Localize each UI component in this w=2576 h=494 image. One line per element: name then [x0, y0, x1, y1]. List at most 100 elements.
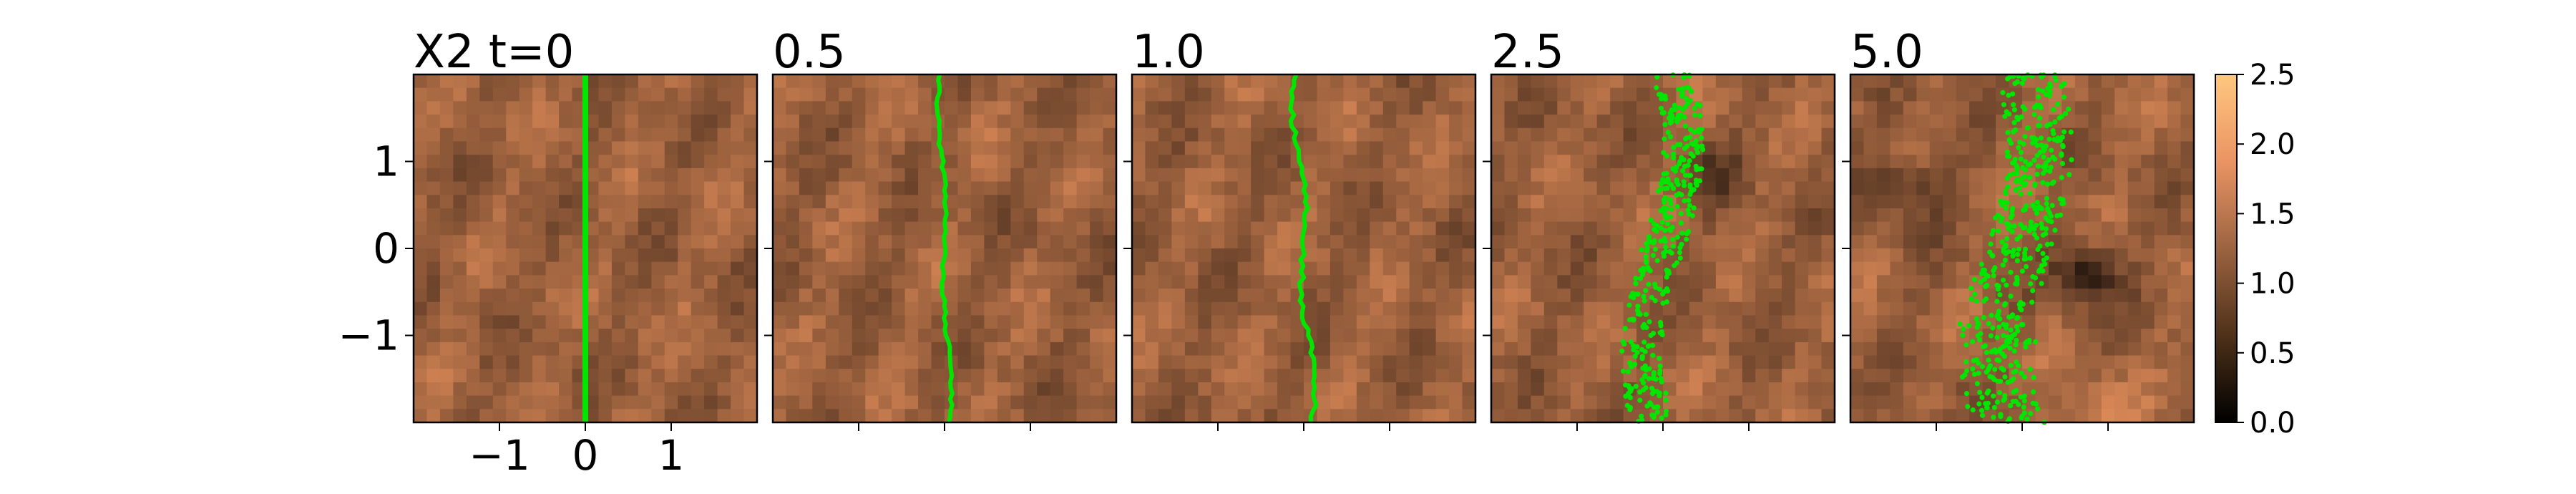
tracer-point	[2062, 111, 2069, 117]
tracer-point	[1998, 379, 2004, 384]
heatmap-cell	[466, 289, 480, 303]
heatmap-cell	[545, 208, 560, 223]
heatmap-cell	[611, 127, 625, 142]
heatmap-cell	[1729, 168, 1743, 183]
heatmap-cell	[492, 289, 507, 303]
heatmap-cell	[1171, 195, 1186, 209]
heatmap-cell	[1715, 409, 1729, 423]
heatmap-cell	[1795, 275, 1809, 289]
heatmap-cell	[1171, 221, 1186, 236]
tracer-point	[2001, 321, 2006, 327]
heatmap-cell	[731, 115, 745, 129]
heatmap-cell	[1037, 355, 1051, 369]
heatmap-cell	[1623, 248, 1637, 263]
tracer-point	[2006, 137, 2012, 142]
heatmap-cell	[1649, 127, 1664, 142]
heatmap-cell	[1850, 74, 1865, 89]
heatmap-cell	[638, 395, 652, 410]
heatmap-cell	[1929, 342, 1943, 357]
heatmap-cell	[1689, 195, 1703, 209]
heatmap-cell	[545, 181, 560, 195]
tracer-point	[1646, 281, 1652, 287]
heatmap-cell	[414, 141, 428, 155]
heatmap-cell	[519, 301, 533, 316]
tracer-point	[2034, 171, 2040, 177]
heatmap-cell	[1171, 382, 1186, 397]
heatmap-cell	[1768, 74, 1782, 89]
heatmap-cell	[1636, 221, 1651, 236]
heatmap-cell	[1211, 355, 1225, 369]
heatmap-cell	[506, 329, 520, 343]
heatmap-cell	[651, 409, 665, 423]
heatmap-cell	[559, 101, 573, 115]
heatmap-cell	[598, 127, 613, 142]
heatmap-cell	[2127, 355, 2142, 369]
heatmap-cell	[598, 329, 613, 343]
heatmap-cell	[506, 195, 520, 209]
heatmap-cell	[1145, 329, 1159, 343]
heatmap-cell	[1198, 342, 1212, 357]
tracer-point	[1646, 366, 1652, 372]
heatmap-cell	[1435, 395, 1450, 410]
heatmap-cell	[691, 87, 705, 102]
heatmap-cell	[2088, 275, 2102, 289]
heatmap-cell	[625, 289, 639, 303]
heatmap-cell	[1890, 289, 1904, 303]
heatmap-cell	[2074, 181, 2089, 195]
heatmap-cell	[466, 355, 480, 369]
heatmap-cell	[839, 289, 853, 303]
heatmap-cell	[984, 127, 998, 142]
heatmap-cell	[611, 409, 625, 423]
heatmap-cell	[1543, 248, 1558, 263]
heatmap-cell	[1768, 101, 1782, 115]
heatmap-cell	[786, 168, 800, 183]
tracer-point	[1685, 163, 1691, 168]
heatmap-cell	[1423, 208, 1437, 223]
heatmap-cell	[865, 355, 879, 369]
heatmap-cell	[1491, 248, 1506, 263]
heatmap-cell	[466, 208, 480, 223]
heatmap-cell	[1103, 261, 1117, 276]
heatmap-cell	[1063, 168, 1078, 183]
heatmap-cell	[997, 235, 1011, 249]
heatmap-cell	[2074, 195, 2089, 209]
heatmap-cell	[1037, 395, 1051, 410]
heatmap-cell	[2048, 275, 2062, 289]
heatmap-cell	[717, 301, 731, 316]
heatmap-cell	[1584, 261, 1598, 276]
colorbar: 0.00.51.01.52.02.5	[2215, 59, 2296, 440]
heatmap-cell	[625, 195, 639, 209]
heatmap-cell	[865, 155, 879, 169]
heatmap-cell	[1890, 127, 1904, 142]
heatmap-cell	[2101, 101, 2115, 115]
heatmap-cell	[1850, 115, 1865, 129]
heatmap-cell	[532, 221, 547, 236]
heatmap-cell	[1330, 181, 1344, 195]
heatmap-cell	[2101, 181, 2115, 195]
heatmap-cell	[439, 329, 454, 343]
heatmap-cell	[2035, 301, 2049, 316]
heatmap-cell	[1317, 195, 1331, 209]
heatmap-cell	[1076, 101, 1091, 115]
heatmap-cell	[1610, 275, 1624, 289]
heatmap-cell	[1795, 115, 1809, 129]
heatmap-cell	[1277, 141, 1292, 155]
heatmap-cell	[731, 289, 745, 303]
tracer-point	[2019, 80, 2025, 86]
heatmap-cell	[585, 355, 600, 369]
heatmap-cell	[1304, 261, 1318, 276]
tracer-point	[2016, 402, 2021, 407]
heatmap-cell	[1063, 87, 1078, 102]
heatmap-cell	[825, 195, 839, 209]
heatmap-cell	[904, 301, 919, 316]
heatmap-cell	[2141, 195, 2155, 209]
heatmap-cell	[2167, 208, 2182, 223]
heatmap-cell	[1715, 141, 1729, 155]
heatmap-cell	[2167, 289, 2182, 303]
heatmap-cell	[1702, 127, 1717, 142]
heatmap-cell	[812, 141, 826, 155]
heatmap-cell	[479, 127, 494, 142]
heatmap-cell	[1343, 168, 1357, 183]
heatmap-cell	[1396, 101, 1410, 115]
heatmap-cell	[1076, 369, 1091, 383]
